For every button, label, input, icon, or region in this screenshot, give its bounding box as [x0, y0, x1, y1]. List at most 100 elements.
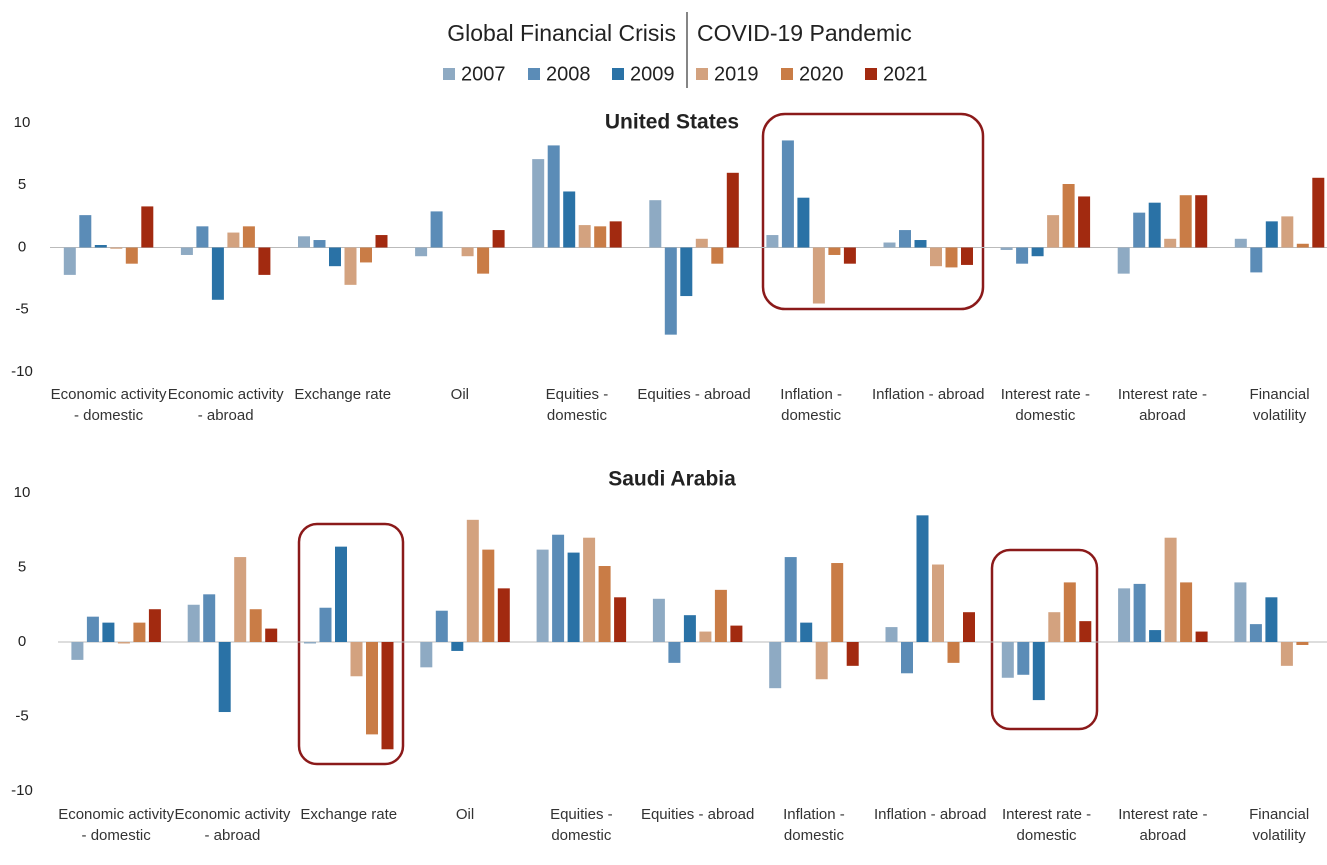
x-tick-label: Interest rate - domestic [1000, 386, 1090, 424]
bar [730, 625, 743, 642]
bar [430, 211, 443, 248]
bar [649, 200, 662, 248]
bar [1312, 177, 1325, 248]
y-tick-label: -5 [15, 301, 28, 318]
legend-label: 2020 [799, 63, 844, 85]
x-tick-label: Equities - abroad [637, 386, 751, 403]
legend-swatch [612, 68, 624, 80]
bar [265, 628, 278, 642]
bar [947, 642, 960, 663]
bar [583, 537, 596, 642]
bar [1133, 212, 1146, 248]
bar [375, 235, 388, 248]
bar [714, 589, 727, 642]
bar [1195, 195, 1208, 248]
y-tick-label: 5 [18, 558, 26, 575]
bar [335, 546, 347, 642]
bar [695, 238, 708, 248]
bar [482, 549, 495, 642]
bar [435, 610, 448, 642]
bar [1250, 247, 1263, 273]
bar [1016, 247, 1029, 264]
bar [63, 247, 76, 275]
x-tick-label: Inflation - domestic [780, 386, 842, 424]
bar [329, 247, 341, 267]
y-tick-label: -5 [15, 707, 28, 724]
highlight-box [297, 522, 405, 766]
x-tick-label: Oil [455, 806, 475, 823]
bar [1296, 642, 1309, 645]
bar [1280, 642, 1293, 666]
bar [249, 609, 262, 642]
x-tick-label: Financial volatility [1249, 386, 1310, 424]
bar [196, 226, 209, 248]
bar [1048, 612, 1061, 642]
bar [79, 215, 92, 248]
bar [420, 642, 433, 668]
group-label: COVID-19 Pandemic [697, 20, 912, 46]
bar [945, 247, 958, 268]
bar [298, 236, 310, 248]
bar [797, 197, 810, 248]
bar [598, 566, 611, 642]
bar [1164, 238, 1177, 248]
bar [94, 245, 107, 248]
bar [344, 247, 357, 285]
bar [1148, 202, 1161, 248]
bar [1078, 196, 1091, 248]
bar [1062, 184, 1075, 248]
bar [350, 642, 363, 677]
x-tick-label: Oil [450, 386, 470, 403]
legend-label: 2008 [546, 63, 591, 85]
bar [1265, 597, 1278, 642]
bar [769, 642, 782, 689]
bar [668, 642, 681, 663]
bar [578, 225, 591, 248]
x-tick-label: Economic activity - domestic [50, 386, 167, 424]
bar [901, 642, 913, 674]
bar [1000, 247, 1013, 250]
bar [1133, 583, 1146, 642]
bar [133, 622, 146, 642]
bar [211, 247, 224, 300]
bar [381, 642, 394, 750]
bar [930, 247, 942, 267]
y-tick-label: -10 [11, 363, 33, 380]
legend-swatch [443, 68, 455, 80]
bar [1079, 621, 1092, 642]
bar [843, 247, 856, 264]
bar [1063, 582, 1076, 642]
x-tick-label: Interest rate - abroad [1117, 386, 1208, 424]
bar [899, 230, 911, 248]
x-tick-label: Interest rate - domestic [1001, 806, 1092, 844]
bar [532, 159, 545, 248]
bar [536, 549, 549, 642]
y-tick-label: 0 [18, 238, 26, 255]
bar [1031, 247, 1044, 257]
bar [366, 642, 378, 735]
legend-label: 2019 [714, 63, 759, 85]
bar [885, 627, 898, 642]
bar [961, 247, 973, 265]
bar [360, 247, 372, 263]
bar [466, 519, 479, 642]
bar [477, 247, 490, 274]
bar [609, 221, 622, 248]
bar [883, 242, 896, 248]
bar [110, 247, 123, 249]
bar [141, 206, 154, 248]
x-tick-label: Inflation - abroad [871, 386, 985, 403]
bar [1265, 221, 1278, 248]
bar [828, 247, 841, 255]
bar [846, 642, 859, 666]
legend-swatch [865, 68, 877, 80]
legend-label: 2009 [630, 63, 675, 85]
bar [102, 622, 115, 642]
bar [497, 588, 510, 642]
x-tick-label: Economic activity - abroad [174, 806, 291, 844]
bar [963, 612, 975, 642]
bar [1296, 243, 1309, 248]
bar [1032, 642, 1045, 701]
bar [552, 534, 565, 642]
